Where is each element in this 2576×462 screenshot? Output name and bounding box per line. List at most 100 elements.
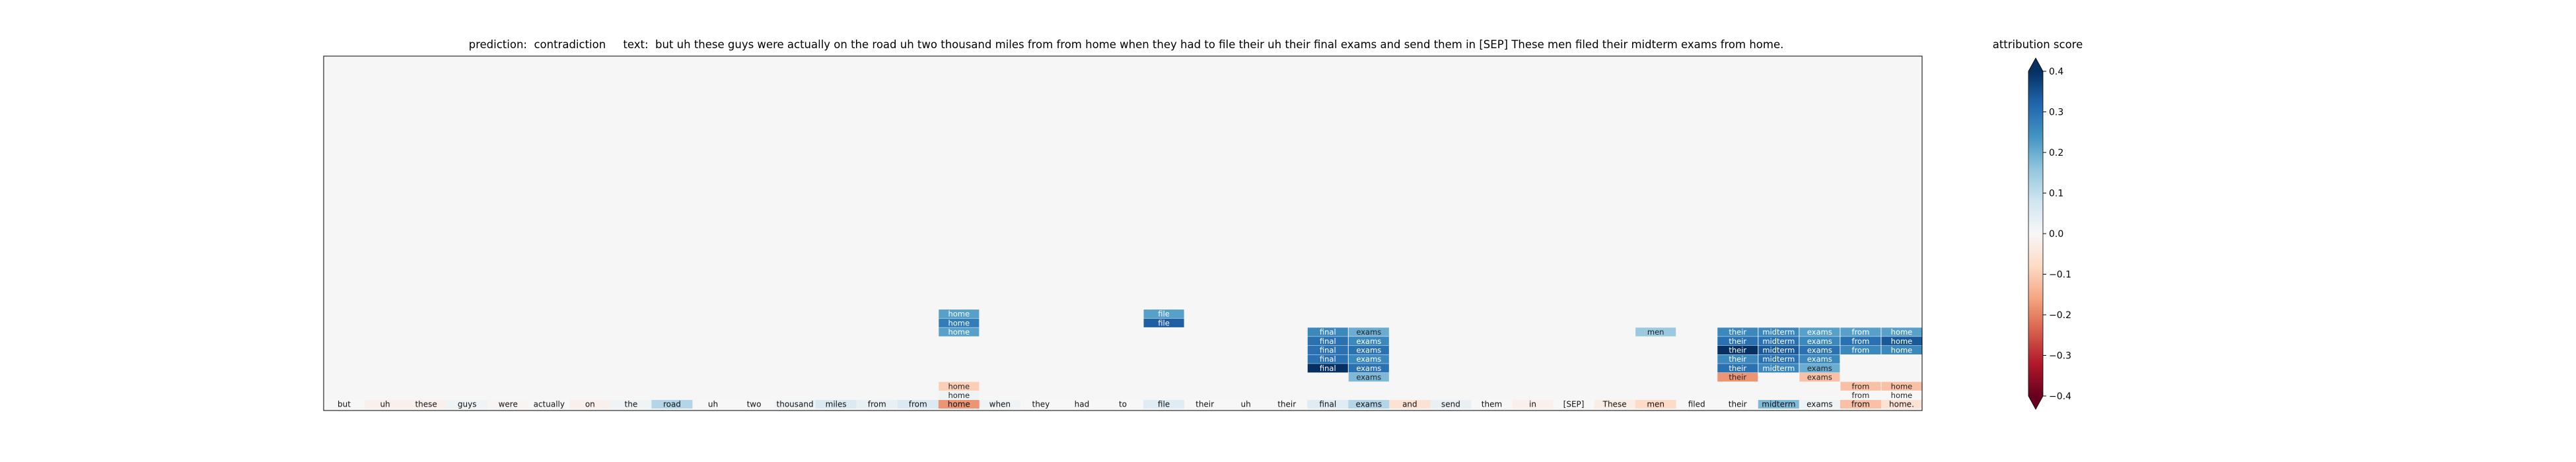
heatmap-cell [1799,327,1840,337]
cell-label: their [1729,373,1746,382]
heatmap-cell [1717,364,1758,373]
token-label: uh [708,399,718,409]
token-cell [1840,400,1881,409]
cell-label: exams [1807,327,1832,337]
heatmap-cell [1717,372,1758,382]
cell-label: home [948,327,970,337]
token-label: filed [1688,399,1705,409]
colorbar-tick-label: 0.0 [2049,229,2063,240]
token-cell [1880,400,1922,409]
token-cell [569,400,611,409]
token-cell [1102,400,1144,409]
token-label: exams [1356,399,1382,409]
heatmap-cell [1881,381,1922,391]
heatmap-cell [1799,364,1840,373]
token-cell [856,400,898,409]
heatmap-cell [1840,327,1881,337]
cell-label: home [1891,337,1913,346]
token-label: their [1729,399,1747,409]
token-cell [1758,400,1799,409]
token-label: from [868,399,886,409]
token-label: but [338,399,351,409]
token-label: uh [1241,399,1251,409]
token-label: home. [1889,399,1914,409]
token-cell [938,400,980,409]
token-label: and [1402,399,1417,409]
token-cell [733,400,775,409]
token-label: miles [826,399,847,409]
cell-label: exams [1356,354,1381,364]
plot-background [324,56,1922,411]
cell-label: home [1891,345,1913,354]
token-cell [1553,400,1594,409]
heatmap-cell [1881,337,1922,346]
heatmap-cell [1840,337,1881,346]
cell-label: midterm [1762,327,1795,337]
cell-label: exams [1356,337,1381,346]
token-cell [1225,400,1267,409]
token-cell [487,400,529,409]
cell-label: home [1891,381,1913,391]
token-cell [1594,400,1635,409]
cell-label: exams [1356,327,1381,337]
heatmap-cell [1307,337,1348,346]
heatmap-cell [1758,354,1799,364]
token-cell [610,400,652,409]
cell-label: men [1647,327,1664,337]
cell-label: from [1852,345,1870,354]
cell-label: midterm [1762,337,1795,346]
token-cell [1143,400,1185,409]
token-cell [1389,400,1431,409]
cell-label: exams [1807,337,1832,346]
token-cell [979,400,1020,409]
token-cell [1184,400,1226,409]
colorbar: 0.4 0.3 0.2 0.1 0.0 −0.1 −0.2 −0.3 −0.4 [2028,57,2071,410]
colorbar-tick-label: −0.3 [2049,351,2071,362]
token-label: guys [458,399,477,409]
cell-label: exams [1356,373,1381,382]
heatmap-cell [1881,345,1922,354]
cell-label: from [1852,391,1870,400]
heatmap-cell [1348,327,1389,337]
cell-label: home [948,318,970,327]
cell-label: file [1158,318,1170,327]
token-label: from [1851,399,1870,409]
token-cell [1717,400,1758,409]
cell-label: exams [1807,354,1832,364]
heatmap-cell [1758,364,1799,373]
token-label: uh [380,399,390,409]
heatmap-cell [1307,364,1348,373]
token-label: [SEP] [1563,399,1585,409]
cell-label: their [1729,327,1746,337]
heatmap-cell [1840,391,1881,400]
token-cell [1430,400,1472,409]
plot-frame [323,55,1923,411]
token-cell [815,400,857,409]
token-label: in [1529,399,1536,409]
token-cell [447,400,488,409]
cell-label: home [1891,391,1913,400]
token-label: two [747,399,762,409]
heatmap-cell [939,391,980,400]
token-label: send [1441,399,1460,409]
cell-label: their [1729,354,1746,364]
heatmap-cell [1348,372,1389,382]
cell-label: home [948,310,970,319]
heatmap-cell [1799,345,1840,354]
heatmap-cell [1799,354,1840,364]
cell-label: midterm [1762,345,1795,354]
cell-label: final [1320,354,1336,364]
token-label: men [1647,399,1664,409]
token-label: home [948,399,970,409]
token-label: them [1482,399,1502,409]
heatmap-cell [939,310,980,319]
heatmap-cell [1758,327,1799,337]
heatmap-cell [1758,345,1799,354]
token-cell [1307,400,1349,409]
heatmap-cell [1143,318,1184,327]
token-label: actually [534,399,565,409]
colorbar-tick-label: −0.1 [2049,270,2071,280]
colorbar-tick-label: 0.2 [2049,148,2063,158]
cell-label: midterm [1762,354,1795,364]
token-label: were [499,399,518,409]
